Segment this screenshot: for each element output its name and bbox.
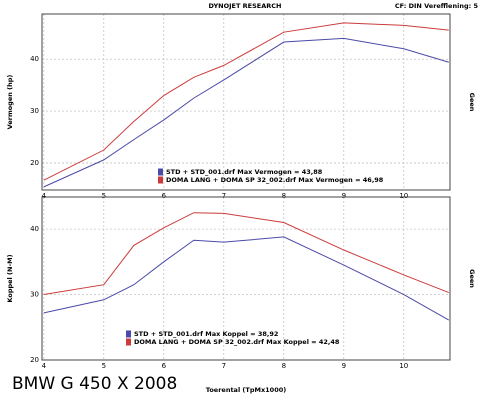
x-axis-label: Toerental (TpMx1000) (206, 386, 286, 394)
y-axis-label: Vermogen (hp) (6, 75, 14, 130)
y-tick-label: 30 (30, 107, 39, 115)
x-tick-label: 9 (342, 362, 346, 370)
right-label: Geen (468, 93, 476, 112)
x-tick-label: 9 (342, 192, 346, 200)
right-label: Geen (468, 269, 476, 288)
y-tick-label: 20 (30, 356, 39, 364)
x-tick-label: 10 (399, 192, 408, 200)
series-line (43, 37, 449, 188)
x-tick-label: 4 (42, 192, 47, 200)
series-line (43, 236, 450, 321)
y-tick-label: 30 (30, 291, 39, 299)
legend-label: STD + STD_001.drf Max Vermogen = 43,88 (166, 168, 323, 176)
x-tick-label: 5 (102, 192, 106, 200)
x-tick-label: 6 (162, 192, 167, 200)
series-line (43, 22, 449, 181)
header-settings: CF: DIN Verefflening: 5 (395, 2, 479, 10)
x-tick-label: 5 (102, 362, 106, 370)
legend-swatch (158, 176, 163, 184)
series-line (43, 212, 449, 296)
legend-label: STD + STD_001.drf Max Koppel = 38,92 (134, 330, 278, 338)
header-title: DYNOJET RESEARCH (209, 2, 282, 10)
x-tick-label: 8 (282, 192, 286, 200)
legend-swatch (158, 168, 163, 176)
plot-frame (41, 13, 451, 191)
legend-swatch (126, 330, 131, 338)
caption: BMW G 450 X 2008 (12, 374, 177, 394)
y-tick-label: 40 (30, 55, 39, 63)
x-tick-label: 10 (399, 362, 408, 370)
x-tick-label: 8 (282, 362, 286, 370)
x-tick-label: 7 (222, 192, 226, 200)
x-tick-label: 6 (162, 362, 167, 370)
y-tick-label: 40 (30, 225, 39, 233)
legend-label: DOMA LANG + DOMA SP 32_002.drf Max Vermo… (166, 176, 384, 184)
legend-label: DOMA LANG + DOMA SP 32_002.drf Max Koppe… (134, 338, 340, 346)
x-tick-label: 4 (42, 362, 47, 370)
y-axis-label: Koppel (N-M) (6, 254, 14, 302)
plot-frame (41, 196, 451, 361)
x-tick-label: 7 (222, 362, 226, 370)
legend-swatch (126, 338, 131, 346)
y-tick-label: 20 (30, 159, 39, 167)
